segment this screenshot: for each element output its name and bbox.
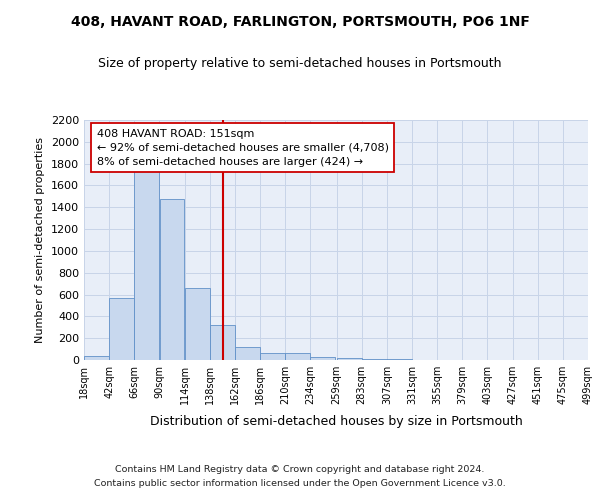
X-axis label: Distribution of semi-detached houses by size in Portsmouth: Distribution of semi-detached houses by … xyxy=(149,416,523,428)
Bar xyxy=(185,288,209,360)
Bar xyxy=(337,358,362,360)
Text: 408 HAVANT ROAD: 151sqm
← 92% of semi-detached houses are smaller (4,708)
8% of : 408 HAVANT ROAD: 151sqm ← 92% of semi-de… xyxy=(97,128,389,166)
Bar xyxy=(310,356,335,360)
Bar xyxy=(84,356,109,360)
Text: Size of property relative to semi-detached houses in Portsmouth: Size of property relative to semi-detach… xyxy=(98,58,502,70)
Bar xyxy=(134,164,159,360)
Bar xyxy=(210,325,235,360)
Text: 408, HAVANT ROAD, FARLINGTON, PORTSMOUTH, PO6 1NF: 408, HAVANT ROAD, FARLINGTON, PORTSMOUTH… xyxy=(71,15,529,29)
Bar xyxy=(260,353,285,360)
Bar xyxy=(362,359,386,360)
Bar xyxy=(286,354,310,360)
Bar xyxy=(109,298,134,360)
Bar xyxy=(160,198,184,360)
Text: Contains HM Land Registry data © Crown copyright and database right 2024.
Contai: Contains HM Land Registry data © Crown c… xyxy=(94,466,506,487)
Y-axis label: Number of semi-detached properties: Number of semi-detached properties xyxy=(35,137,46,343)
Bar xyxy=(235,347,260,360)
